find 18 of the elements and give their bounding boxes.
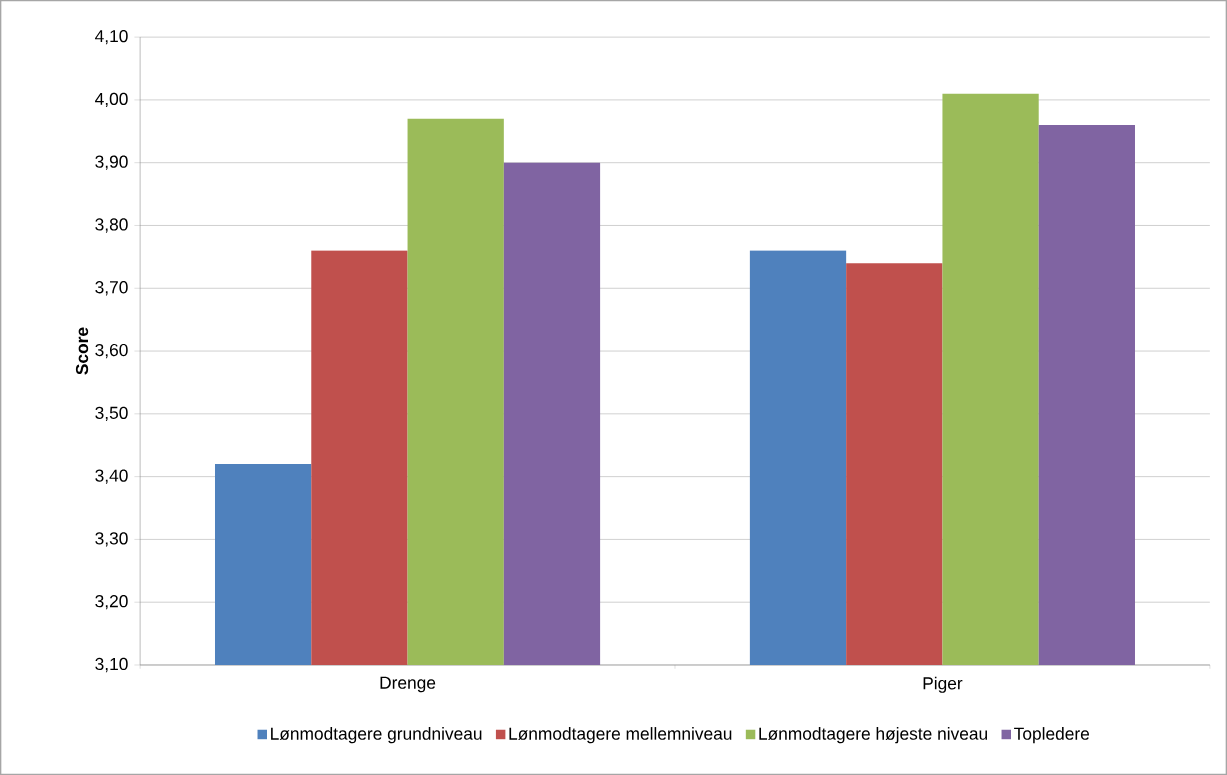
y-tick-label: 3,70: [95, 281, 128, 296]
legend-label: Topledere: [1014, 727, 1090, 744]
y-tick-label: 4,00: [95, 92, 128, 108]
y-tick-label: 3,30: [95, 532, 128, 547]
y-tick-label: 3,10: [95, 657, 128, 673]
x-tick-label: Drenge: [380, 676, 436, 693]
y-tick-label: 4,10: [95, 29, 128, 45]
y-tick-label: 3,90: [95, 155, 128, 170]
legend-label: Lønmodtagere grundniveau: [271, 727, 482, 744]
legend-label: Lønmodtagere højeste niveau: [759, 727, 988, 744]
x-tick-label: Piger: [923, 676, 963, 693]
y-tick-label: 3,50: [95, 406, 128, 421]
y-tick-label: 3,40: [95, 469, 128, 484]
y-tick-label: 3,60: [95, 343, 128, 359]
legend-label: Lønmodtagere mellemniveau: [509, 727, 732, 744]
y-tick-label: 3,20: [95, 594, 128, 610]
y-tick-label: 3,80: [95, 218, 128, 233]
y-axis-title: Score: [75, 327, 89, 375]
